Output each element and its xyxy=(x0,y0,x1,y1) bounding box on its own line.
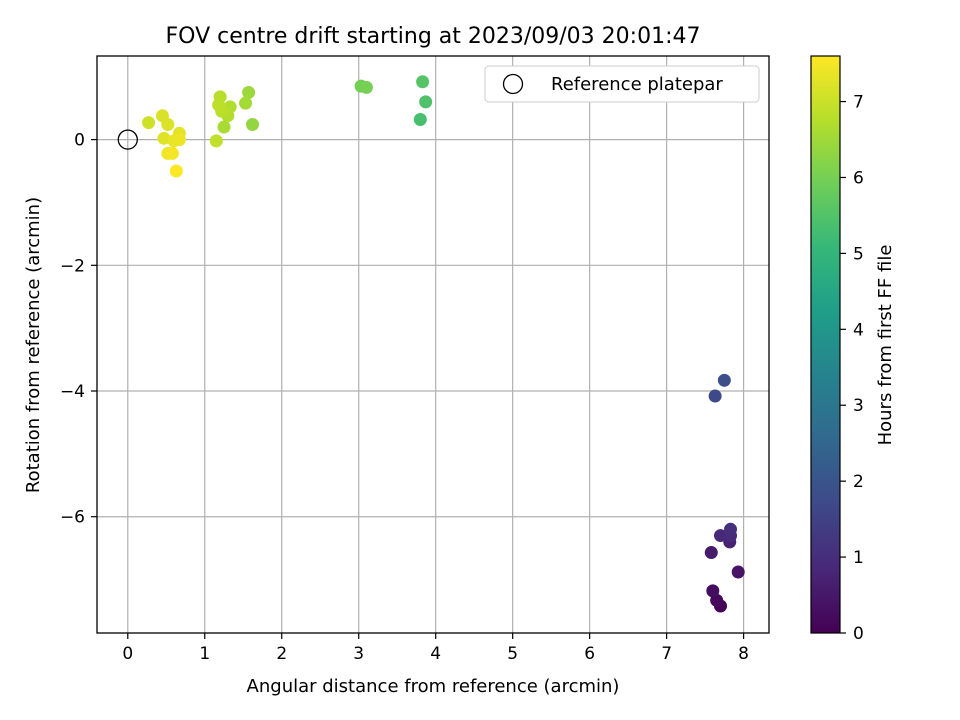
x-tick-label: 1 xyxy=(199,644,210,664)
data-point xyxy=(413,112,427,126)
data-point xyxy=(724,522,738,536)
x-tick-label: 5 xyxy=(507,644,518,664)
data-point xyxy=(212,98,226,112)
legend-box xyxy=(484,65,760,103)
data-point xyxy=(714,529,728,543)
colorbar-tick-label: 1 xyxy=(853,548,864,568)
data-point xyxy=(169,164,183,178)
scatter-points xyxy=(142,75,745,613)
x-tick-label: 4 xyxy=(430,644,441,664)
data-point xyxy=(731,565,745,579)
y-tick-label: −4 xyxy=(60,382,85,402)
plot-frame xyxy=(96,55,770,634)
data-point xyxy=(704,546,718,560)
y-tick-label: −2 xyxy=(60,256,85,276)
data-point xyxy=(209,134,223,148)
y-axis-ticks: 0 −2 −4 −6 xyxy=(60,131,97,528)
x-axis-label: Angular distance from reference (arcmin) xyxy=(247,676,620,697)
x-tick-label: 6 xyxy=(584,644,595,664)
data-point xyxy=(708,389,722,403)
y-axis-label: Rotation from reference (arcmin) xyxy=(23,197,44,493)
colorbar-ticks: 0 1 2 3 4 5 6 7 xyxy=(840,93,864,644)
colorbar-gradient xyxy=(810,55,841,634)
colorbar: 0 1 2 3 4 5 6 7 Hours from first FF file xyxy=(810,55,896,644)
data-point xyxy=(706,584,720,598)
colorbar-tick-label: 0 xyxy=(853,624,864,644)
colorbar-tick-label: 3 xyxy=(853,396,864,416)
x-tick-label: 0 xyxy=(122,644,133,664)
data-point xyxy=(245,118,259,132)
x-tick-label: 2 xyxy=(276,644,287,664)
x-tick-label: 7 xyxy=(661,644,672,664)
y-tick-label: 0 xyxy=(74,131,85,151)
legend: Reference platepar xyxy=(484,65,760,103)
colorbar-tick-label: 7 xyxy=(853,93,864,113)
data-point xyxy=(239,96,253,110)
colorbar-tick-label: 5 xyxy=(853,244,864,264)
data-point xyxy=(142,116,156,130)
x-axis-ticks: 0 1 2 3 4 5 6 7 8 xyxy=(122,633,749,664)
data-point xyxy=(717,373,731,387)
y-tick-label: −6 xyxy=(60,508,85,528)
data-point xyxy=(242,85,256,99)
data-point xyxy=(161,118,175,132)
legend-entry-reference: Reference platepar xyxy=(551,74,723,95)
chart-title: FOV centre drift starting at 2023/09/03 … xyxy=(166,24,701,49)
data-point xyxy=(172,133,186,147)
x-tick-label: 3 xyxy=(353,644,364,664)
grid-lines xyxy=(97,56,769,633)
data-point xyxy=(416,75,430,89)
data-point xyxy=(217,120,231,134)
data-point xyxy=(165,146,179,160)
reference-platepar-marker xyxy=(117,129,138,150)
colorbar-tick-label: 4 xyxy=(853,320,864,340)
data-point xyxy=(157,131,171,145)
legend-marker-reference xyxy=(502,73,524,95)
colorbar-tick-label: 2 xyxy=(853,472,864,492)
colorbar-label: Hours from first FF file xyxy=(875,245,896,446)
data-point xyxy=(359,80,373,94)
x-tick-label: 8 xyxy=(738,644,749,664)
colorbar-tick-label: 6 xyxy=(853,168,864,188)
data-point xyxy=(419,95,433,109)
